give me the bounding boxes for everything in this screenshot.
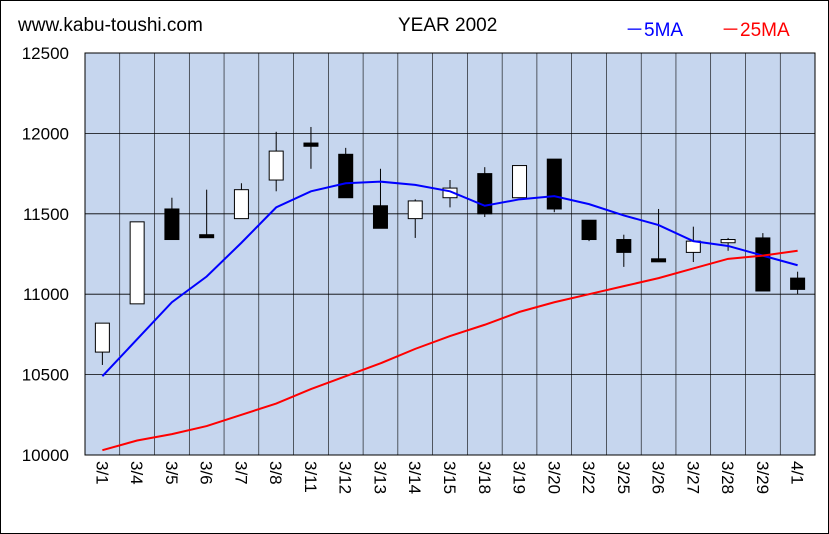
candle-body-up [129,221,145,305]
candle-body-up [407,200,423,220]
x-tick-label: 3/6 [197,461,216,485]
x-tick-label: 3/29 [753,461,772,494]
x-tick-label: 3/27 [683,461,702,494]
candle-body-down [651,258,667,263]
x-tick-label: 3/12 [336,461,355,494]
y-tick-label: 10000 [22,446,69,465]
candle-body-up [442,187,458,199]
candle-body-down [790,277,806,290]
candle-body-up [233,189,249,220]
ma-line-5ma [101,180,798,377]
x-tick-label: 3/26 [649,461,668,494]
candle-body-down [755,237,771,292]
x-tick-label: 3/15 [440,461,459,494]
x-tick-label: 3/13 [370,461,389,494]
plot-border [84,52,816,456]
y-tick-label: 11000 [23,285,69,304]
x-tick-label: 3/4 [127,461,146,485]
x-tick-label: 3/8 [266,461,285,485]
candle-body-down [581,219,597,241]
candle-body-down [338,153,354,199]
candle-body-down [164,208,180,241]
x-tick-label: 3/11 [301,461,320,493]
x-tick-label: 3/19 [510,461,529,494]
candle-body-up [720,239,736,244]
candle-body-down [372,205,388,229]
x-tick-label: 3/14 [405,461,424,494]
candle-body-up [94,322,110,353]
y-tick-label: 12500 [22,44,69,63]
x-tick-label: 3/22 [579,461,598,494]
candle-body-up [268,150,284,181]
candle-body-down [616,239,632,253]
x-tick-label: 3/28 [718,461,737,494]
x-tick-label: 3/18 [475,461,494,494]
plot-area [85,53,815,455]
y-tick-label: 10500 [22,366,69,385]
legend-5ma: －5MA [625,20,684,41]
candle-body-down [199,234,215,239]
x-tick-label: 3/5 [162,461,181,485]
x-tick-label: 3/20 [544,461,563,494]
axes: 10000 10500 11000 11500 12000 12500 3/1 3/4 3/5 3… [22,44,816,494]
y-tick-label: 12000 [22,124,69,143]
ma-line-25ma [102,249,798,452]
candle-body-up [512,165,528,199]
x-tick-label: 3/25 [614,461,633,494]
y-tick-label: 11500 [23,205,69,224]
moving-averages [101,180,798,452]
candle-body-down [477,173,493,215]
x-tick-label: 3/1 [92,461,111,485]
candle-body-down [303,142,319,147]
candle-body-down [546,158,562,210]
chart-title: YEAR 2002 [398,15,498,36]
legend-25ma: －25MA [721,20,790,41]
site-url: www.kabu-toushi.com [18,15,203,36]
x-tick-label: 3/7 [231,461,250,485]
x-tick-label: 4/1 [788,461,807,485]
